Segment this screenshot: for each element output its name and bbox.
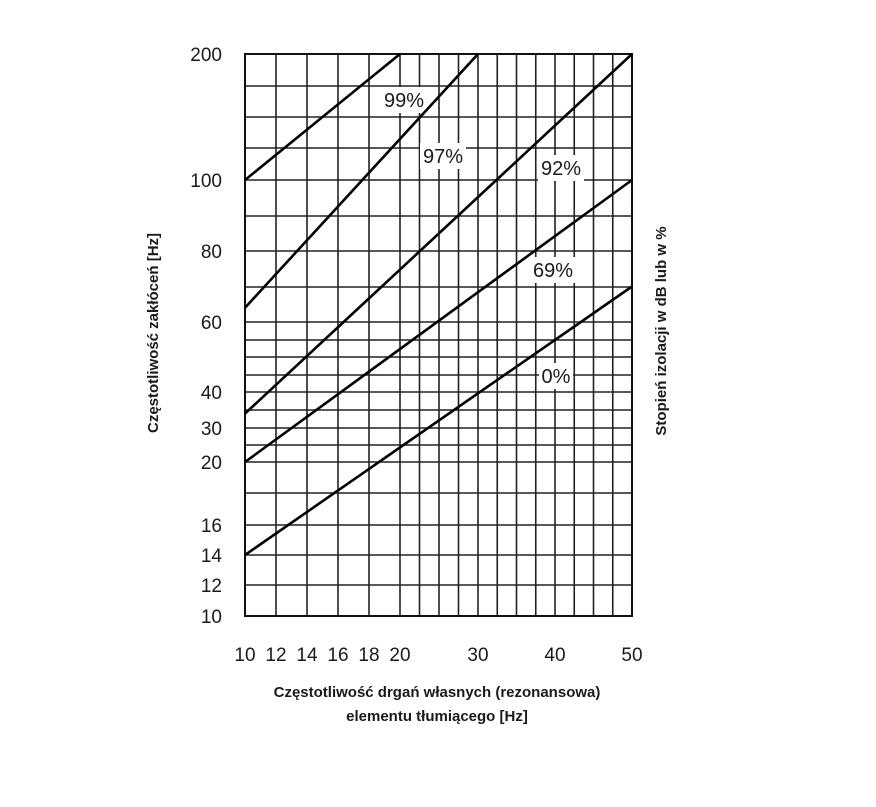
series-label-backing (539, 363, 573, 389)
ticks-layer: 10 12 14 16 18 20 30 40 50 10 12 14 16 20 30 40 60 80 100 2… (190, 45, 642, 666)
x-axis-title-line2: elementu tłumiącego [Hz] (346, 708, 528, 725)
series-line (244, 52, 401, 182)
grid-layer (244, 54, 632, 616)
series-label: 0% (542, 366, 571, 388)
x-tick-label: 18 (358, 645, 379, 666)
series-label: 99% (384, 90, 424, 112)
x-tick-label: 14 (296, 645, 318, 666)
y-tick-label: 10 (201, 607, 222, 628)
series-label: 92% (541, 158, 581, 180)
series-line (244, 53, 633, 415)
y-tick-label: 12 (201, 576, 222, 597)
plot-frame (244, 53, 633, 617)
series-label-backing (420, 143, 466, 169)
y-tick-label: 40 (201, 383, 222, 404)
x-tick-label: 10 (234, 645, 255, 666)
x-tick-label: 50 (621, 645, 642, 666)
x-tick-label: 16 (327, 645, 348, 666)
y2-axis-title: Stopień izolacji w dB lub w % (653, 226, 670, 435)
y-tick-label: 60 (201, 313, 222, 334)
y-tick-label: 14 (201, 546, 223, 567)
series-label-backing (530, 257, 576, 283)
series-label-backing (381, 87, 427, 113)
series-line (244, 178, 633, 464)
x-axis-title-line1: Częstotliwość drgań własnych (rezonansow… (274, 684, 601, 701)
y-tick-label: 200 (190, 45, 222, 66)
y-tick-label: 16 (201, 516, 222, 537)
y-axis-title: Częstotliwość zakłóceń [Hz] (145, 233, 162, 433)
x-tick-label: 30 (467, 645, 488, 666)
series-line (244, 53, 479, 309)
series-label: 69% (533, 260, 573, 282)
series-label: 97% (423, 146, 463, 168)
y-tick-label: 80 (201, 242, 222, 263)
series-line (244, 285, 633, 557)
y-tick-label: 20 (201, 453, 222, 474)
y-tick-label: 100 (190, 171, 222, 192)
x-tick-label: 12 (265, 645, 286, 666)
x-tick-label: 20 (389, 645, 410, 666)
series-label-backing (538, 155, 584, 181)
x-tick-label: 40 (544, 645, 565, 666)
y-tick-label: 30 (201, 419, 222, 440)
curves-layer: 99% 97% 92% 69% 0% (244, 52, 633, 557)
